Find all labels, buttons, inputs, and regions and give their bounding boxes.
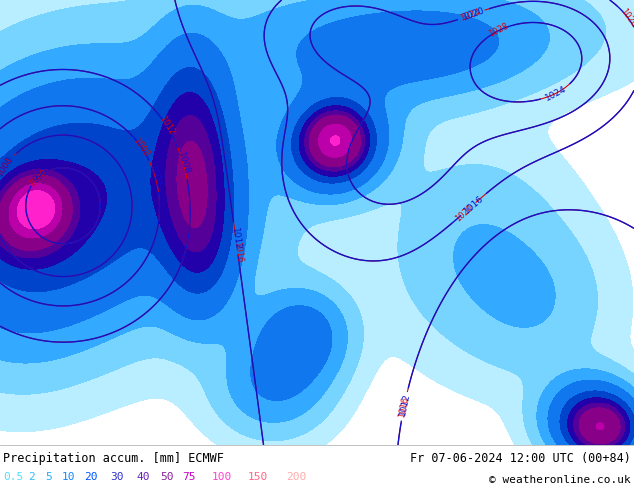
Text: 1012: 1012 [157,114,176,137]
Text: 1028: 1028 [488,22,510,39]
Text: 20: 20 [84,472,98,482]
Text: 1024: 1024 [458,8,481,23]
Text: 200: 200 [286,472,306,482]
Text: 1020: 1020 [453,202,475,223]
Text: 30: 30 [110,472,124,482]
Text: 150: 150 [248,472,268,482]
Text: 1000: 1000 [0,154,16,178]
Text: 5: 5 [45,472,52,482]
Text: 0.5: 0.5 [3,472,23,482]
Text: © weatheronline.co.uk: © weatheronline.co.uk [489,475,631,485]
Text: 100: 100 [212,472,232,482]
Text: 1016: 1016 [232,242,243,264]
Text: 996: 996 [31,167,50,185]
Text: 1020: 1020 [461,6,486,22]
Text: 1012: 1012 [398,392,411,416]
Text: 1004: 1004 [0,156,14,178]
Text: 10: 10 [62,472,75,482]
Text: 1000: 1000 [27,167,49,188]
Text: 1008: 1008 [132,136,151,159]
Text: 50: 50 [160,472,174,482]
Text: 1016: 1016 [398,396,410,418]
Text: 40: 40 [136,472,150,482]
Text: 75: 75 [182,472,195,482]
Text: 1020: 1020 [618,7,634,29]
Text: 2: 2 [28,472,35,482]
Text: 1012: 1012 [230,226,242,250]
Text: Fr 07-06-2024 12:00 UTC (00+84): Fr 07-06-2024 12:00 UTC (00+84) [410,452,631,465]
Text: Precipitation accum. [mm] ECMWF: Precipitation accum. [mm] ECMWF [3,452,224,465]
Text: 1016: 1016 [462,194,485,216]
Text: 1008: 1008 [176,151,191,175]
Text: 1004: 1004 [147,164,162,188]
Text: 1024: 1024 [544,84,568,102]
